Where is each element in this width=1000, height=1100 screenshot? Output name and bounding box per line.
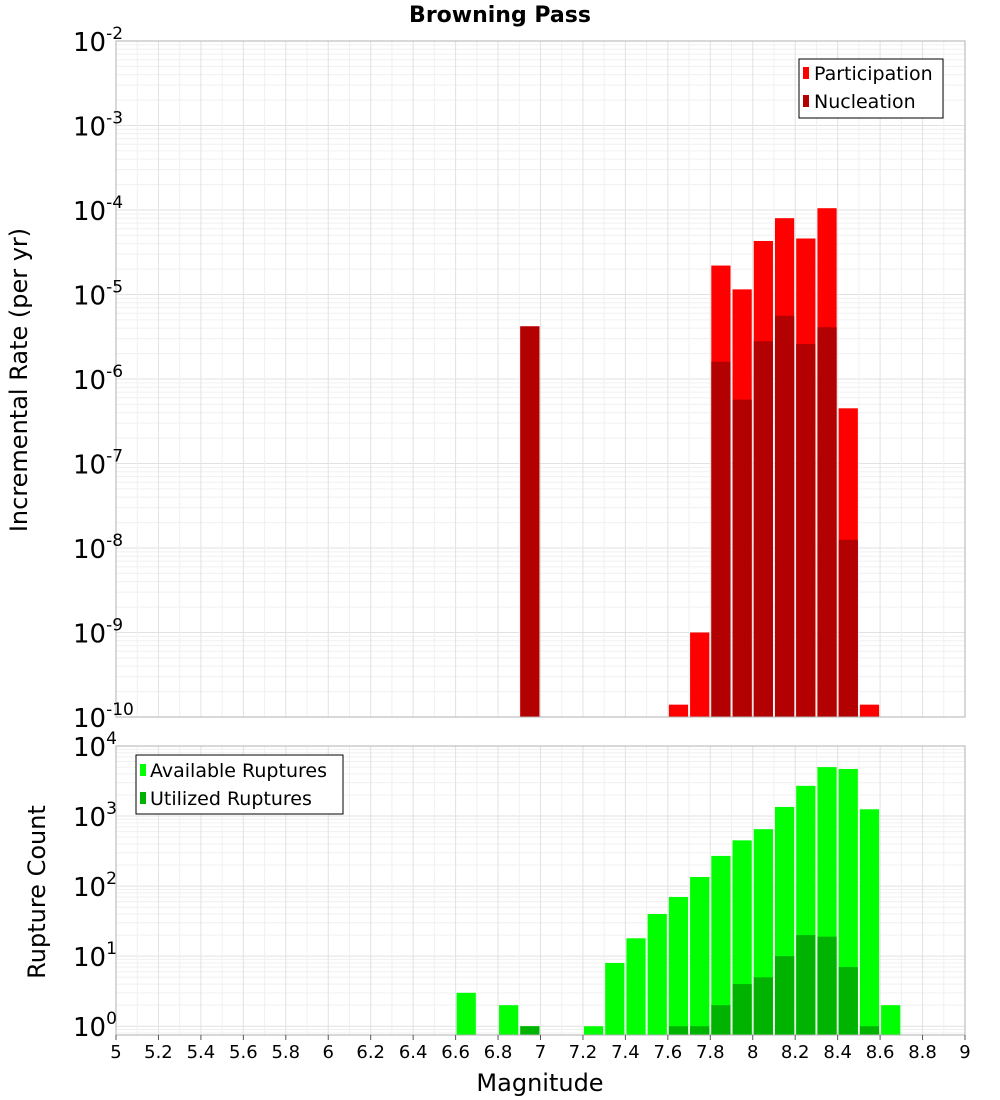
legend-label-utilized: Utilized Ruptures <box>150 788 312 810</box>
utilized-bar <box>796 935 816 1035</box>
available-bar <box>668 896 689 1035</box>
utilized-bar <box>838 967 858 1035</box>
legend-swatch-utilized <box>140 792 146 804</box>
bottom-bars <box>456 767 901 1035</box>
x-tick-label: 5.8 <box>271 1042 300 1063</box>
legend-label-available: Available Ruptures <box>150 760 327 782</box>
x-tick-label: 8.6 <box>866 1042 895 1063</box>
x-tick-label: 5.4 <box>187 1042 216 1063</box>
utilized-bar <box>817 936 837 1035</box>
nucleation-bar <box>838 539 858 717</box>
available-bar <box>456 992 476 1035</box>
available-bar <box>605 962 625 1035</box>
y-tick-label: 10-3 <box>73 109 123 143</box>
utilized-bar <box>668 1026 689 1035</box>
x-tick-label: 8.8 <box>908 1042 937 1063</box>
y-tick-label: 103 <box>73 799 117 833</box>
x-tick-label: 5.2 <box>144 1042 173 1063</box>
nucleation-bar <box>520 326 540 717</box>
top-bars <box>520 208 880 718</box>
top-grid <box>115 40 966 718</box>
top-legend: Participation Nucleation <box>798 58 944 119</box>
bottom-y-axis-label: Rupture Count <box>23 805 51 979</box>
utilized-bar <box>859 1026 880 1035</box>
legend-swatch-participation <box>803 67 809 79</box>
x-tick-label: 7.4 <box>611 1042 640 1063</box>
x-tick-label: 6.4 <box>399 1042 428 1063</box>
x-tick-label: 8.2 <box>781 1042 810 1063</box>
participation-bar <box>859 704 880 717</box>
nucleation-bar <box>753 341 773 717</box>
available-bar <box>583 1026 604 1035</box>
x-tick-label: 6.6 <box>441 1042 470 1063</box>
x-tick-label: 7.6 <box>654 1042 683 1063</box>
y-tick-label: 10-2 <box>73 24 123 58</box>
x-tick-label: 5.6 <box>229 1042 258 1063</box>
legend-swatch-available <box>140 764 146 776</box>
x-tick-label: 6.8 <box>484 1042 513 1063</box>
participation-bar <box>690 632 710 717</box>
chart-title: Browning Pass <box>409 3 591 28</box>
x-tick-label: 7.8 <box>696 1042 725 1063</box>
y-tick-label: 101 <box>73 939 117 973</box>
legend-swatch-nucleation <box>803 95 809 107</box>
bottom-y-tick-labels: 104 103 102 101 100 <box>73 729 117 1043</box>
participation-bar <box>668 704 689 717</box>
x-tick-label: 7 <box>535 1042 546 1063</box>
y-tick-label: 10-8 <box>73 531 123 565</box>
y-tick-label: 100 <box>73 1009 117 1043</box>
top-y-tick-labels: 10-2 10-3 10-4 10-5 10-6 10-7 10-8 10-9 10-10 <box>73 24 134 734</box>
available-bar <box>690 876 710 1035</box>
x-tick-label: 9 <box>959 1042 970 1063</box>
available-bar <box>859 809 880 1035</box>
y-tick-label: 10-4 <box>73 193 123 227</box>
x-tick-label: 6.2 <box>356 1042 385 1063</box>
x-axis-label: Magnitude <box>476 1069 603 1097</box>
available-bar <box>626 938 646 1035</box>
top-plot-frame <box>115 40 966 718</box>
nucleation-bar <box>817 327 837 717</box>
nucleation-bar <box>711 361 731 717</box>
bottom-legend-box <box>135 754 344 815</box>
x-tick-label: 6 <box>323 1042 334 1063</box>
available-bar <box>711 855 731 1035</box>
y-tick-label: 10-10 <box>73 700 134 734</box>
utilized-bar <box>753 977 773 1035</box>
utilized-bar <box>711 1005 731 1035</box>
utilized-bar <box>774 956 795 1035</box>
y-tick-label: 10-5 <box>73 278 123 312</box>
legend-label-nucleation: Nucleation <box>814 91 916 113</box>
nucleation-bar <box>796 343 816 717</box>
y-tick-label: 10-6 <box>73 362 123 396</box>
utilized-bar <box>690 1026 710 1035</box>
y-tick-label: 10-9 <box>73 616 123 650</box>
nucleation-bar <box>732 399 752 717</box>
nucleation-bar <box>774 315 795 717</box>
y-tick-label: 10-7 <box>73 447 123 481</box>
available-bar <box>647 914 667 1035</box>
x-tick-label: 7.2 <box>569 1042 598 1063</box>
x-tick-label: 8 <box>747 1042 758 1063</box>
available-bar <box>499 1005 519 1035</box>
x-tick-label: 5 <box>110 1042 121 1063</box>
top-y-axis-label: Incremental Rate (per yr) <box>5 228 33 532</box>
x-tick-labels: 5 5.2 5.4 5.6 5.8 6 6.2 6.4 6.6 6.8 7 7.2 7.4 7.6 7.8 8… <box>110 1035 971 1063</box>
legend-label-participation: Participation <box>814 63 933 85</box>
available-bar <box>881 1005 901 1035</box>
y-tick-label: 102 <box>73 869 117 903</box>
bottom-legend: Available Ruptures Utilized Ruptures <box>135 754 344 815</box>
top-legend-box <box>798 58 944 119</box>
y-tick-label: 104 <box>73 729 117 763</box>
utilized-bar <box>520 1026 540 1035</box>
utilized-bar <box>732 984 752 1035</box>
x-tick-label: 8.4 <box>823 1042 852 1063</box>
